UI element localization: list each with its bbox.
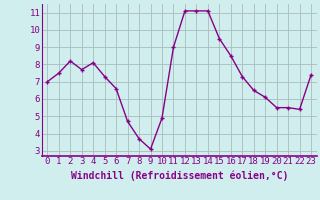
X-axis label: Windchill (Refroidissement éolien,°C): Windchill (Refroidissement éolien,°C) (70, 171, 288, 181)
